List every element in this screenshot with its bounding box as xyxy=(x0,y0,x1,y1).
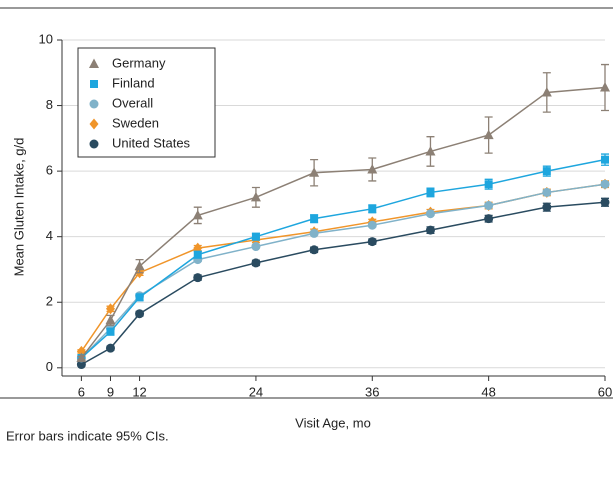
series-line xyxy=(80,183,606,359)
marker xyxy=(251,232,260,241)
marker xyxy=(484,180,493,189)
marker xyxy=(193,273,203,283)
marker xyxy=(105,303,115,315)
y-tick-label: 10 xyxy=(39,31,53,46)
marker xyxy=(542,187,552,197)
marker xyxy=(425,225,435,235)
marker xyxy=(89,58,99,68)
marker xyxy=(367,220,377,230)
marker xyxy=(135,293,144,302)
legend-label: Finland xyxy=(112,75,155,90)
y-tick-label: 4 xyxy=(46,228,53,243)
marker xyxy=(368,204,377,213)
marker xyxy=(76,352,87,362)
y-axis-label: Mean Gluten Intake, g/d xyxy=(11,138,26,277)
marker xyxy=(310,214,319,223)
marker xyxy=(192,209,203,220)
marker xyxy=(105,343,115,353)
x-tick-label: 60 xyxy=(598,384,612,399)
marker xyxy=(600,197,610,207)
marker xyxy=(367,163,378,174)
x-tick-label: 6 xyxy=(78,384,85,399)
legend-label: Overall xyxy=(112,95,153,110)
marker xyxy=(309,167,320,177)
marker xyxy=(135,309,145,319)
x-tick-label: 36 xyxy=(365,384,379,399)
marker xyxy=(251,258,261,268)
footnote: Error bars indicate 95% CIs. xyxy=(6,428,169,443)
marker xyxy=(134,260,145,271)
marker xyxy=(425,209,435,219)
marker xyxy=(483,129,494,140)
marker xyxy=(250,191,261,202)
y-tick-label: 6 xyxy=(46,163,53,178)
marker xyxy=(90,80,98,88)
y-tick-label: 2 xyxy=(46,294,53,309)
marker xyxy=(541,86,552,97)
marker xyxy=(601,155,609,164)
marker xyxy=(251,242,261,252)
legend-label: United States xyxy=(112,135,191,150)
marker xyxy=(89,118,99,130)
legend-label: Sweden xyxy=(112,115,159,130)
marker xyxy=(484,201,494,211)
marker xyxy=(600,82,610,92)
x-tick-label: 9 xyxy=(107,384,114,399)
marker xyxy=(106,327,115,336)
x-tick-label: 24 xyxy=(249,384,263,399)
marker xyxy=(105,314,116,325)
legend-label: Germany xyxy=(112,55,166,70)
marker xyxy=(600,179,610,189)
marker xyxy=(89,99,99,109)
x-axis-label: Visit Age, mo xyxy=(295,415,371,430)
marker xyxy=(309,245,319,255)
x-tick-label: 48 xyxy=(481,384,495,399)
marker xyxy=(193,250,202,259)
y-tick-label: 8 xyxy=(46,97,53,112)
marker xyxy=(484,214,494,224)
y-tick-label: 0 xyxy=(46,359,53,374)
series-line xyxy=(80,183,606,352)
series-line xyxy=(80,158,606,359)
marker xyxy=(425,145,436,156)
marker xyxy=(89,139,99,149)
marker xyxy=(542,167,551,176)
marker xyxy=(426,188,435,197)
legend-box xyxy=(77,47,216,158)
x-tick-label: 12 xyxy=(132,384,146,399)
marker xyxy=(367,237,377,247)
marker xyxy=(76,360,86,370)
marker xyxy=(309,228,319,238)
marker xyxy=(542,202,552,212)
